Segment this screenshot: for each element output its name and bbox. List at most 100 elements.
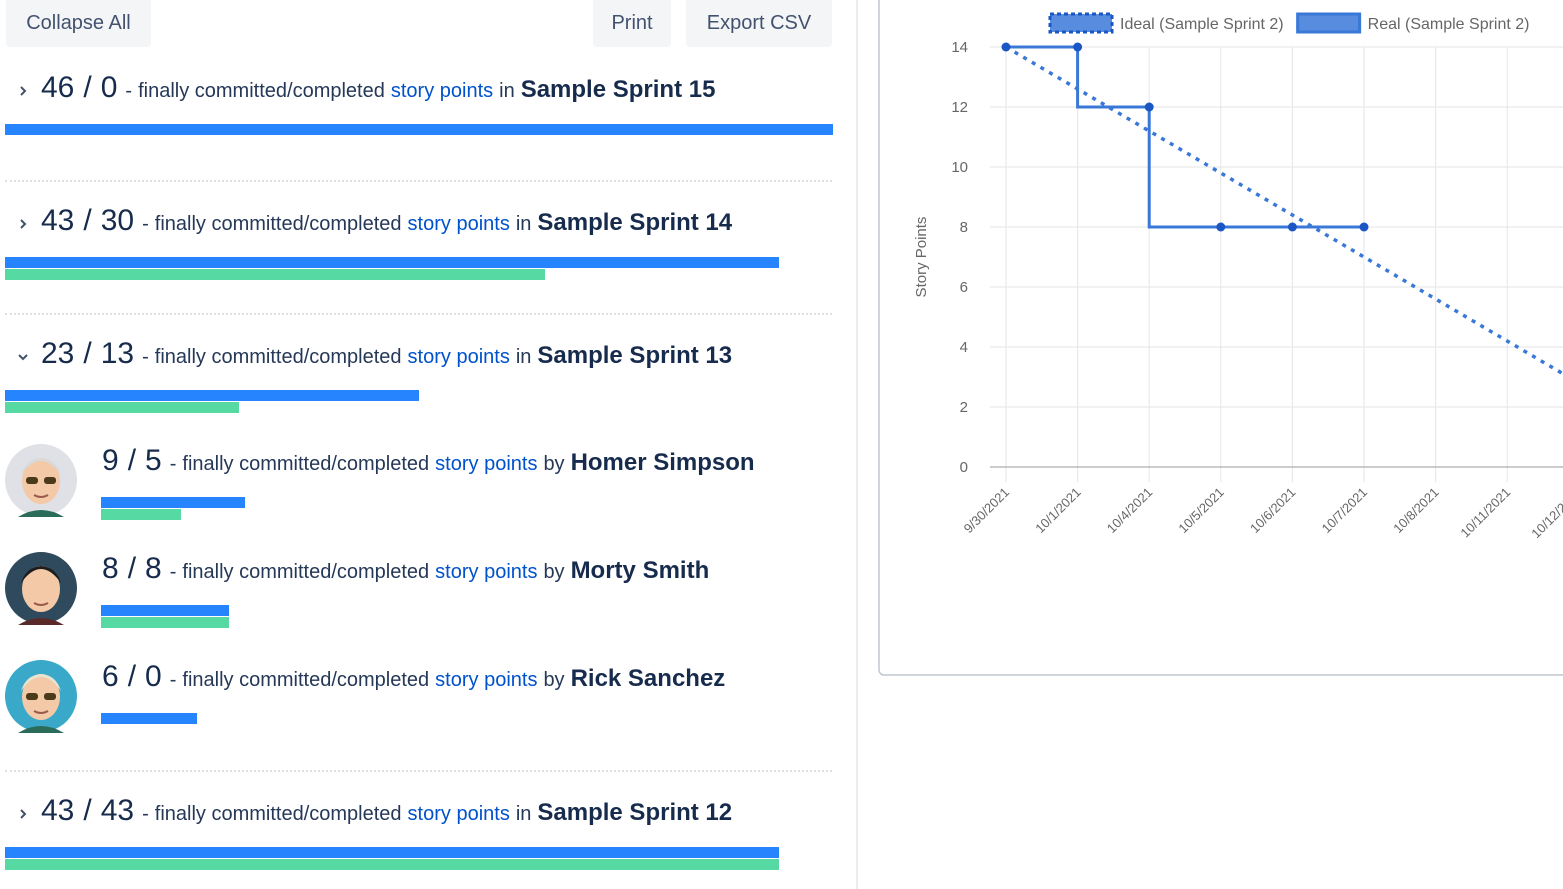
committed-bar — [101, 497, 245, 508]
committed-bar — [5, 847, 779, 858]
committed-points: 43 — [41, 204, 75, 237]
completed-points: 30 — [100, 204, 135, 237]
avatar-part — [33, 710, 49, 714]
committed-points: 43 — [41, 794, 75, 827]
export-csv-button[interactable]: Export CSV — [686, 0, 832, 47]
committed-bar — [101, 605, 229, 616]
story-points-link[interactable]: story points — [435, 453, 538, 475]
print-button[interactable]: Print — [593, 0, 671, 47]
avatar-part — [21, 674, 61, 691]
preposition: by — [543, 561, 565, 583]
chevron — [20, 809, 27, 819]
completed-bar — [5, 859, 779, 870]
data-point — [1287, 222, 1297, 232]
entity-name: Morty Smith — [570, 557, 710, 584]
story-points-link[interactable]: story points — [407, 213, 510, 235]
story-points-link[interactable]: story points — [390, 80, 494, 102]
avatar-part — [33, 602, 49, 606]
summary-line: 6/0- finally committed/completed story poi… — [102, 660, 725, 700]
avatar-part — [22, 566, 60, 612]
y-tick-label: 0 — [960, 459, 968, 476]
avatar-part — [22, 458, 60, 504]
summary-line: 43/30- finally committed/completed story p… — [41, 204, 732, 244]
separator: / — [83, 71, 92, 104]
preposition: in — [515, 346, 532, 368]
description: finally committed/completed — [138, 80, 385, 102]
series-line — [1006, 45, 1364, 229]
completed-points: 13 — [100, 337, 135, 370]
chevron — [20, 219, 27, 229]
committed-points: 6 — [102, 660, 119, 693]
expand-toggle[interactable] — [16, 217, 30, 231]
dash: - — [142, 803, 149, 825]
y-axis-label: Story Points — [913, 217, 930, 298]
avatar-part — [18, 510, 64, 517]
row-separator — [5, 180, 832, 182]
story-points-link[interactable]: story points — [407, 346, 510, 368]
avatar — [5, 444, 77, 517]
story-points-link[interactable]: story points — [435, 561, 538, 583]
chevron — [18, 354, 28, 361]
entity-name: Sample Sprint 12 — [537, 799, 733, 826]
separator: / — [127, 444, 137, 477]
dash: - — [125, 80, 133, 102]
data-point — [1073, 42, 1083, 52]
avatar-part — [44, 477, 56, 484]
summary-line: 9/5- finally committed/completed story poi… — [102, 444, 755, 484]
dash: - — [169, 669, 177, 691]
summary-line: 46/0- finally committed/completed story po… — [41, 71, 715, 111]
collapse-toggle[interactable] — [16, 350, 30, 364]
y-tick-label: 6 — [960, 279, 968, 296]
row-separator — [5, 770, 832, 772]
expand-toggle[interactable] — [16, 84, 30, 98]
preposition: in — [515, 803, 532, 825]
avatar-part — [21, 566, 61, 583]
description: finally committed/completed — [182, 561, 430, 583]
completed-bar — [101, 509, 181, 520]
preposition: in — [515, 213, 532, 235]
dash: - — [169, 561, 177, 583]
completed-points: 0 — [145, 660, 162, 693]
summary-line: 23/13- finally committed/completed story p… — [41, 337, 732, 377]
avatar-part — [26, 693, 38, 700]
avatar-part — [21, 458, 61, 475]
avatar-part — [44, 693, 56, 700]
separator: / — [83, 204, 92, 237]
separator: / — [83, 794, 92, 827]
story-points-link[interactable]: story points — [435, 669, 538, 691]
y-tick-label: 10 — [951, 159, 968, 176]
completed-points: 5 — [145, 444, 162, 477]
separator: / — [127, 552, 137, 585]
legend-swatch — [1048, 12, 1114, 34]
series-line — [1005, 45, 1563, 376]
expand-toggle[interactable] — [16, 807, 30, 821]
preposition: in — [499, 80, 515, 102]
summary-line: 43/43- finally committed/completed story p… — [41, 794, 732, 834]
story-points-link[interactable]: story points — [407, 803, 510, 825]
entity-name: Rick Sanchez — [570, 665, 726, 692]
committed-bar — [5, 124, 833, 135]
description: finally committed/completed — [154, 346, 402, 368]
legend-label: Real (Sample Sprint 2) — [1368, 16, 1530, 33]
legend-label: Ideal (Sample Sprint 2) — [1120, 16, 1284, 33]
committed-bar — [5, 257, 779, 268]
entity-name: Homer Simpson — [570, 449, 755, 476]
row-separator — [5, 313, 832, 315]
avatar-part — [33, 494, 49, 498]
completed-points: 0 — [100, 71, 118, 104]
collapse-all-button[interactable]: Collapse All — [6, 0, 151, 47]
completed-points: 8 — [145, 552, 162, 585]
committed-bar — [5, 390, 419, 401]
y-tick-label: 14 — [951, 39, 968, 56]
y-tick-label: 12 — [951, 99, 968, 116]
committed-points: 46 — [41, 71, 75, 104]
entity-name: Sample Sprint 15 — [520, 76, 716, 103]
description: finally committed/completed — [154, 213, 402, 235]
entity-name: Sample Sprint 14 — [537, 209, 733, 236]
dash: - — [169, 453, 177, 475]
completed-points: 43 — [100, 794, 135, 827]
dash: - — [142, 213, 149, 235]
completed-bar — [5, 402, 239, 413]
